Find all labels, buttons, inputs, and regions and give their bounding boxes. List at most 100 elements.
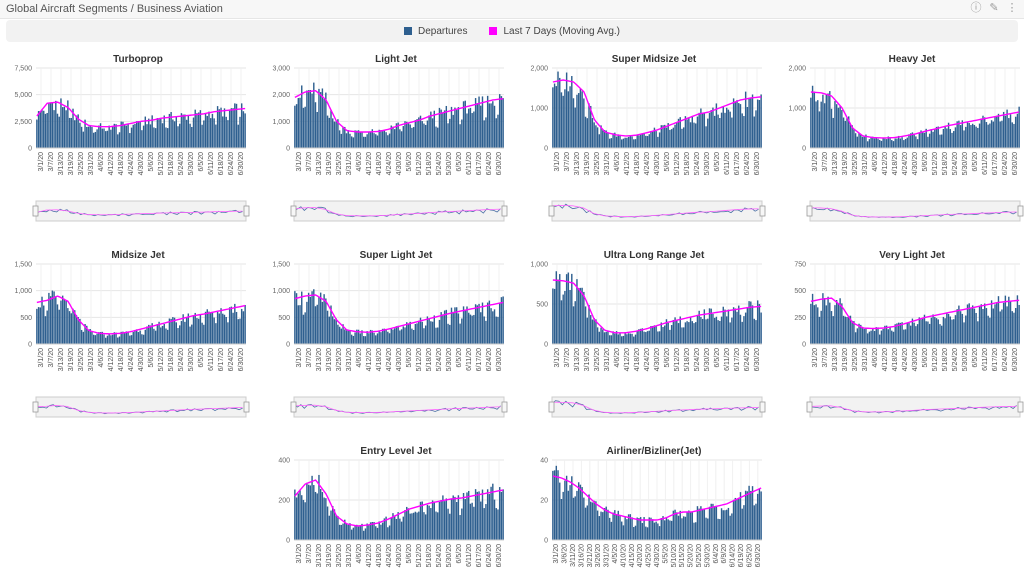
x-tick-label: 6/30/20 (1012, 348, 1019, 371)
chart-panel: Very Light Jet 0 250 500 750 3/1/20 3/7/20 3/13… (774, 244, 1024, 428)
departures-bar (631, 517, 633, 540)
departures-bar (947, 122, 950, 148)
departures-bar (187, 115, 190, 148)
departures-bar (744, 91, 747, 148)
departures-bar (91, 126, 93, 148)
x-tick-label: 6/24/20 (1002, 348, 1009, 371)
departures-bar (163, 323, 165, 344)
legend-item-departures[interactable]: Departures (403, 26, 467, 37)
departures-bar (500, 491, 503, 540)
departures-bar (615, 514, 618, 540)
departures-bar (36, 308, 38, 344)
departures-bar (605, 130, 607, 148)
departures-bar (148, 118, 150, 148)
departures-bar (392, 126, 394, 148)
navigator-handle-left[interactable] (290, 205, 297, 217)
navigator-handle-right[interactable] (243, 401, 250, 413)
y-tick-label: 1,000 (14, 288, 32, 295)
departures-bar (335, 121, 337, 148)
departures-bar (638, 518, 640, 540)
departures-bar (390, 517, 392, 540)
departures-bar (168, 318, 171, 344)
departures-bar (332, 118, 334, 148)
x-tick-label: 6/17/20 (218, 348, 225, 371)
departures-bar (922, 317, 924, 344)
departures-bar (111, 126, 114, 148)
departures-bar (172, 317, 174, 344)
departures-bar (636, 331, 638, 344)
departures-bar (56, 113, 59, 148)
navigator-handle-right[interactable] (759, 205, 766, 217)
navigator-handle-left[interactable] (806, 205, 813, 217)
info-icon[interactable]: ⓘ (970, 2, 982, 14)
departures-bar (935, 126, 938, 148)
departures-bar (605, 506, 607, 540)
departures-bar (853, 321, 855, 344)
departures-bar (381, 328, 384, 344)
navigator-handle-right[interactable] (1017, 205, 1024, 217)
departures-bar (639, 134, 642, 148)
more-vertical-icon[interactable]: ⋮ (1006, 2, 1018, 14)
departures-bar (975, 312, 977, 344)
departures-bar (722, 510, 724, 540)
departures-bar (820, 310, 822, 344)
departures-bar (326, 115, 329, 148)
navigator-handle-right[interactable] (501, 401, 508, 413)
departures-bar (380, 332, 382, 344)
y-tick-label: 500 (536, 302, 548, 309)
navigator-handle-right[interactable] (501, 205, 508, 217)
departures-bar (715, 316, 718, 344)
chart-panel: Super Light Jet 0 500 1,000 1,500 3/1/20 3/7/2… (258, 244, 514, 428)
departures-bar (307, 90, 310, 148)
departures-bar (307, 292, 310, 344)
departures-bar (134, 123, 136, 148)
departures-bar (873, 138, 876, 148)
pencil-icon[interactable]: ✎ (989, 2, 999, 14)
x-tick-label: 3/6/20 (562, 544, 569, 564)
departures-bar (689, 317, 692, 344)
departures-bar (180, 321, 183, 344)
navigator-handle-left[interactable] (290, 401, 297, 413)
departures-bar (713, 115, 716, 148)
departures-bar (717, 320, 719, 344)
legend-item-moving-avg[interactable]: Last 7 Days (Moving Avg.) (489, 26, 620, 37)
departures-bar (412, 329, 415, 344)
navigator-handle-left[interactable] (32, 401, 39, 413)
departures-bar (942, 316, 945, 344)
departures-bar (951, 132, 953, 148)
x-tick-label: 4/10/20 (620, 544, 627, 567)
departures-bar (46, 310, 48, 344)
departures-bar (607, 132, 609, 148)
navigator-handle-right[interactable] (1017, 401, 1024, 413)
departures-bar (419, 317, 422, 344)
x-tick-label: 3/13/20 (58, 348, 65, 371)
y-tick-label: 1,000 (530, 106, 548, 113)
departures-bar (309, 485, 312, 540)
departures-bar (117, 134, 119, 148)
moving-avg-line (36, 101, 246, 128)
departures-bar (142, 125, 145, 148)
navigator-handle-left[interactable] (806, 401, 813, 413)
chart-title: Airliner/Bizliner(Jet) (606, 446, 701, 457)
departures-bar (223, 314, 226, 344)
departures-bar (424, 325, 427, 344)
departures-bar (744, 490, 747, 540)
x-tick-label: 3/25/20 (594, 152, 601, 175)
departures-bar (471, 315, 473, 344)
navigator-handle-left[interactable] (548, 401, 555, 413)
departures-bar (946, 312, 948, 344)
navigator-handle-right[interactable] (243, 205, 250, 217)
navigator-handle-left[interactable] (32, 205, 39, 217)
departures-bar (67, 308, 69, 344)
x-tick-label: 6/11/20 (982, 348, 989, 371)
x-tick-label: 5/12/20 (158, 152, 165, 175)
departures-bar (756, 493, 759, 540)
departures-bar (734, 497, 737, 540)
departures-bar (228, 307, 231, 344)
navigator-handle-left[interactable] (548, 205, 555, 217)
departures-bar (1016, 295, 1019, 344)
navigator-handle-right[interactable] (759, 401, 766, 413)
departures-bar (428, 505, 430, 540)
departures-bar (827, 93, 829, 148)
